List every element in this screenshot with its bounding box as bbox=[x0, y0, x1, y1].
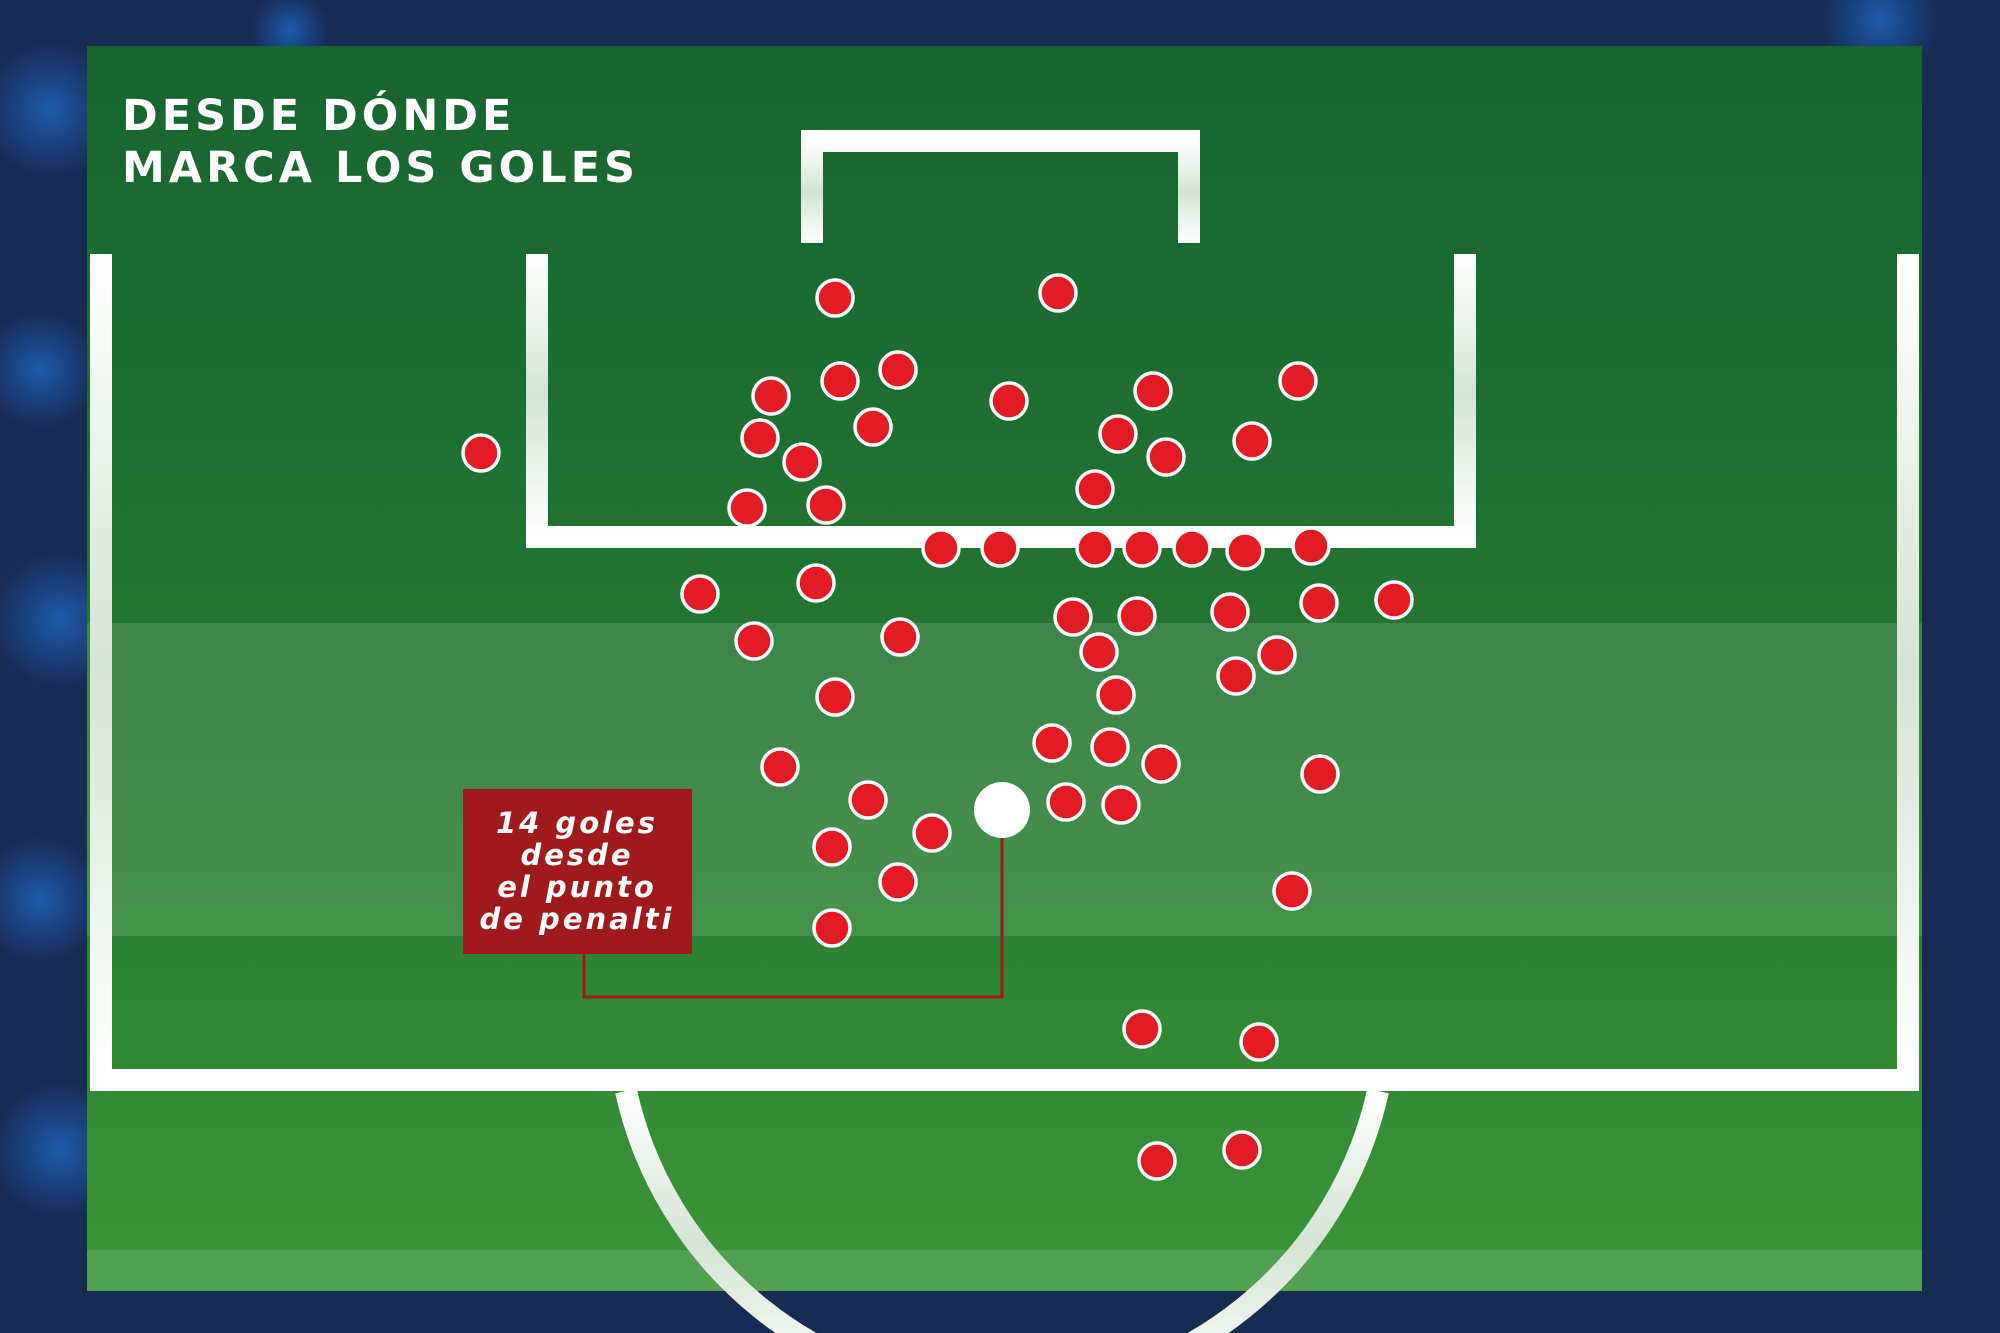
callout-line-4: de penalti bbox=[480, 902, 675, 936]
goal-markers bbox=[461, 273, 1414, 1181]
goal-marker bbox=[680, 574, 720, 614]
goal-marker bbox=[812, 827, 852, 867]
goal-marker bbox=[989, 381, 1029, 421]
goal-marker bbox=[806, 485, 846, 525]
goal-marker bbox=[1300, 754, 1340, 794]
goal-marker bbox=[820, 361, 860, 401]
goal-marker bbox=[1090, 727, 1130, 767]
callout-line-3: el punto bbox=[497, 870, 657, 904]
penalty-spot bbox=[974, 782, 1030, 838]
goal-marker bbox=[1146, 437, 1186, 477]
penalty-callout: 14 goles desde el punto de penalti bbox=[463, 789, 1004, 999]
goal-marker bbox=[912, 813, 952, 853]
goal-marker bbox=[1172, 528, 1212, 568]
goal-marker bbox=[751, 376, 791, 416]
goal-marker bbox=[853, 407, 893, 447]
goal-marker bbox=[1079, 632, 1119, 672]
goal-marker bbox=[1216, 656, 1256, 696]
goal-marker bbox=[815, 677, 855, 717]
goal-marker bbox=[740, 418, 780, 458]
goal-marker bbox=[1137, 1141, 1177, 1181]
goal-marker bbox=[782, 442, 822, 482]
goal-marker bbox=[1257, 635, 1297, 675]
callout-line-1: 14 goles bbox=[496, 806, 658, 840]
penalty-arc bbox=[615, 1088, 1389, 1333]
goal-marker bbox=[848, 780, 888, 820]
goal-marker bbox=[1133, 371, 1173, 411]
callout-line-2: desde bbox=[520, 838, 633, 872]
goal-marker bbox=[1141, 744, 1181, 784]
goal-marker bbox=[1210, 592, 1250, 632]
goal-marker bbox=[1122, 1009, 1162, 1049]
goal-marker bbox=[1239, 1022, 1279, 1062]
goal-marker bbox=[1278, 361, 1318, 401]
callout-box bbox=[463, 789, 692, 954]
goal-marker bbox=[1232, 421, 1272, 461]
goal-marker bbox=[878, 862, 918, 902]
goal-marker bbox=[1075, 528, 1115, 568]
outer-penalty-area bbox=[90, 254, 1919, 1091]
grass-stripes bbox=[87, 623, 1922, 1291]
goal-marker bbox=[1122, 528, 1162, 568]
goal-marker bbox=[815, 278, 855, 318]
goal-marker bbox=[1046, 782, 1086, 822]
goal-box bbox=[801, 130, 1200, 243]
goal-marker bbox=[1225, 531, 1265, 571]
title-line-2: MARCA LOS GOLES bbox=[122, 143, 639, 193]
goal-marker bbox=[921, 528, 961, 568]
callout-leader-line bbox=[582, 813, 1004, 999]
goal-marker bbox=[727, 488, 767, 528]
goal-marker bbox=[1075, 469, 1115, 509]
goal-marker bbox=[1291, 526, 1331, 566]
goal-marker bbox=[734, 621, 774, 661]
goal-marker bbox=[1101, 785, 1141, 825]
goal-marker bbox=[796, 563, 836, 603]
goal-marker bbox=[1272, 871, 1312, 911]
goal-marker bbox=[1038, 273, 1078, 313]
goal-marker bbox=[1374, 580, 1414, 620]
goal-marker bbox=[880, 617, 920, 657]
goal-marker bbox=[812, 908, 852, 948]
goal-marker bbox=[878, 350, 918, 390]
goal-marker bbox=[1053, 597, 1093, 637]
goal-marker bbox=[1117, 596, 1157, 636]
goal-marker bbox=[1299, 583, 1339, 623]
goal-marker bbox=[1032, 723, 1072, 763]
goal-marker bbox=[1098, 414, 1138, 454]
goal-marker bbox=[980, 528, 1020, 568]
goal-marker bbox=[760, 747, 800, 787]
goal-marker bbox=[1222, 1130, 1262, 1170]
goal-marker bbox=[461, 433, 501, 473]
chart-title: DESDE DÓNDE MARCA LOS GOLES bbox=[122, 90, 639, 193]
goal-marker bbox=[1096, 675, 1136, 715]
title-line-1: DESDE DÓNDE bbox=[122, 90, 515, 141]
